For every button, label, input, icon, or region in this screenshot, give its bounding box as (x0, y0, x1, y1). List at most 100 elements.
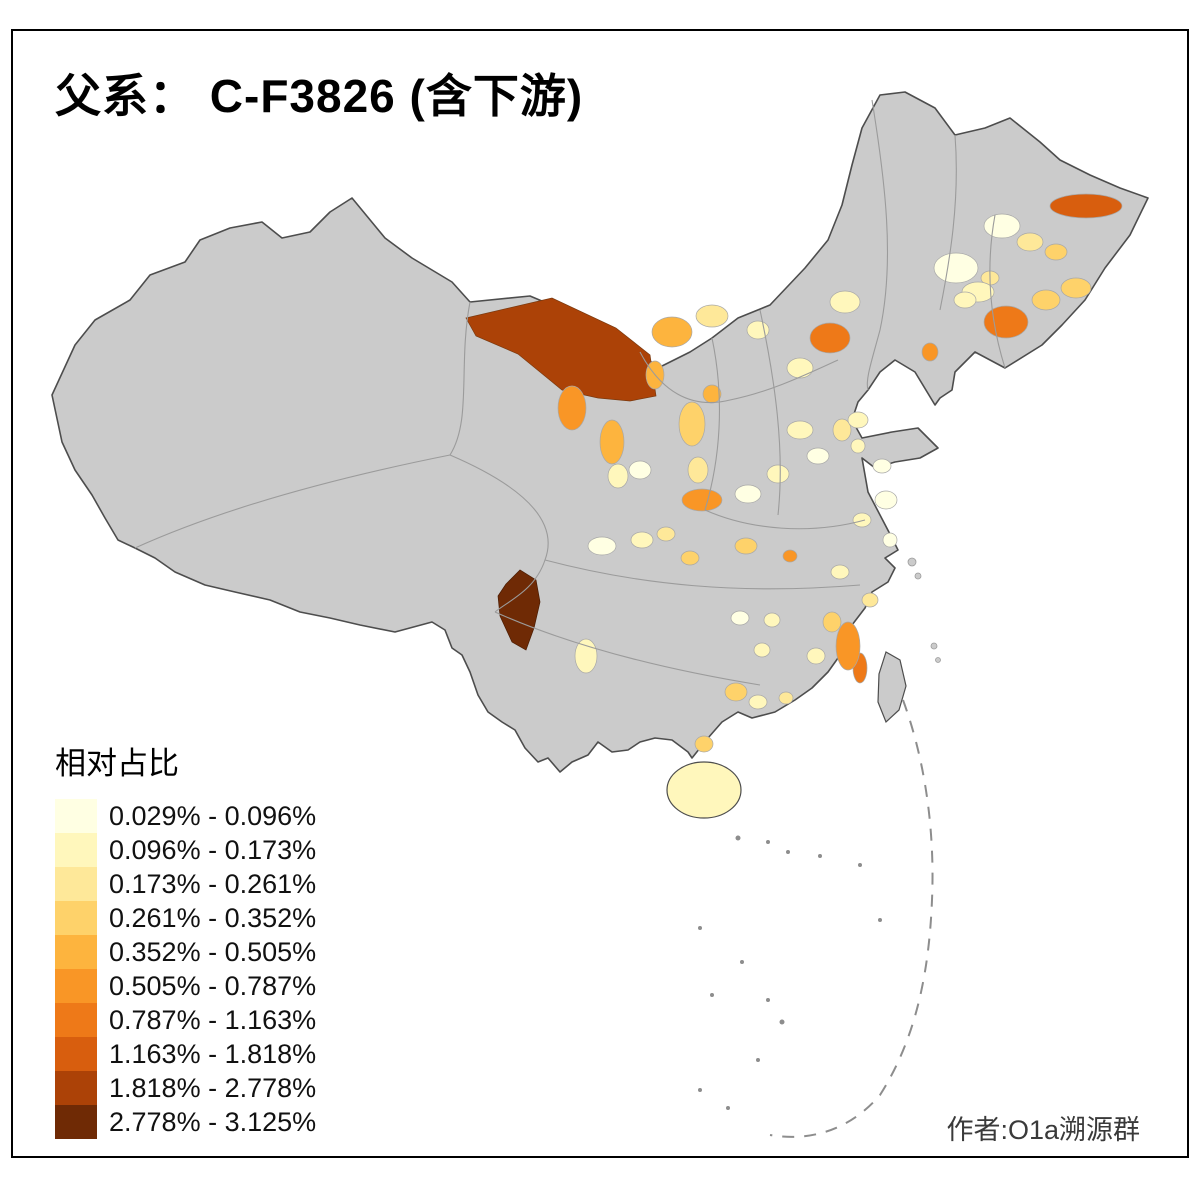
legend-row: 0.029% - 0.096% (55, 799, 316, 833)
map-region-patch (630, 531, 654, 549)
map-region-patch (832, 418, 852, 442)
legend-swatch (55, 1037, 97, 1071)
map-region-patch (587, 536, 617, 556)
legend-row: 0.505% - 0.787% (55, 969, 316, 1003)
coastal-islet (930, 642, 938, 650)
legend-label: 0.261% - 0.352% (109, 902, 317, 933)
map-title: 父系： C-F3826 (含下游) (55, 70, 584, 122)
map-region-patch (628, 460, 652, 480)
map-region-patch (763, 612, 781, 628)
legend-row: 2.778% - 3.125% (55, 1105, 316, 1139)
map-region-patch (822, 611, 842, 633)
map-region-patch (734, 537, 758, 555)
legend-row: 1.163% - 1.818% (55, 1037, 316, 1071)
china-mainland (51, 91, 1149, 773)
map-region-patch (835, 621, 861, 671)
map-region-patch (681, 488, 723, 512)
legend-label: 0.505% - 0.787% (109, 970, 317, 1001)
sea-features (698, 699, 934, 1138)
sea-island-dot (878, 918, 882, 922)
map-region-patch (861, 592, 879, 608)
nine-dash-line (769, 699, 934, 1138)
province-borders (134, 99, 1006, 686)
map-region-patch (651, 316, 693, 348)
sea-island-dot (858, 863, 862, 867)
legend-row: 1.818% - 2.778% (55, 1071, 316, 1105)
attribution-text: 作者:O1a溯源群 (946, 1115, 1140, 1145)
map-region-patch (465, 297, 657, 402)
legend-label: 2.778% - 3.125% (109, 1106, 317, 1137)
legend-row: 0.352% - 0.505% (55, 935, 316, 969)
map-region-patch (850, 438, 866, 454)
map-region-patch (852, 512, 872, 528)
map-region-patch (872, 458, 892, 474)
map-region-patch (921, 342, 939, 362)
hainan-island (666, 761, 742, 819)
coastal-islet (935, 657, 941, 663)
map-region-patch (687, 456, 709, 484)
legend-swatch (55, 901, 97, 935)
sea-island-dot (726, 1106, 730, 1110)
map-region-patch (847, 411, 869, 429)
map-regions (465, 193, 1123, 753)
map-region-patch (599, 419, 625, 465)
map-region-patch (830, 564, 850, 580)
map-region-patch (734, 484, 762, 504)
sea-island-dot (735, 835, 741, 841)
legend: 相对占比 0.029% - 0.096% 0.096% - 0.173% 0.1… (55, 738, 316, 1139)
map-region-patch (724, 682, 748, 702)
map-base (51, 91, 1149, 819)
map-region-patch (766, 464, 790, 484)
coastal-islet (914, 572, 922, 580)
sea-island-dot (766, 840, 770, 844)
map-region-patch (983, 305, 1029, 339)
map-region-patch (953, 291, 977, 309)
legend-label: 0.173% - 0.261% (109, 868, 317, 899)
map-region-patch (695, 304, 729, 328)
legend-label: 1.163% - 1.818% (109, 1038, 317, 1069)
legend-swatch (55, 969, 97, 1003)
map-region-patch (1031, 289, 1061, 311)
legend-label: 1.818% - 2.778% (109, 1072, 317, 1103)
map-region-patch (806, 647, 826, 665)
legend-swatch (55, 1105, 97, 1139)
coastal-islet (907, 557, 917, 567)
map-region-patch (694, 735, 714, 753)
legend-row: 0.261% - 0.352% (55, 901, 316, 935)
legend-label: 0.096% - 0.173% (109, 834, 317, 865)
map-region-patch (874, 490, 898, 510)
map-region-patch (829, 290, 861, 314)
map-region-patch (806, 447, 830, 465)
legend-label: 0.029% - 0.096% (109, 800, 317, 831)
legend-swatch (55, 799, 97, 833)
map-region-patch (782, 549, 798, 563)
sea-island-dot (710, 993, 714, 997)
legend-row: 0.787% - 1.163% (55, 1003, 316, 1037)
sea-island-dot (740, 960, 744, 964)
map-region-patch (983, 213, 1021, 239)
legend-label: 0.787% - 1.163% (109, 1004, 317, 1035)
taiwan-island (877, 651, 907, 724)
legend-row: 0.096% - 0.173% (55, 833, 316, 867)
legend-swatch (55, 1071, 97, 1105)
map-region-patch (680, 550, 700, 566)
map-region-patch (730, 610, 750, 626)
sea-island-dot (698, 1088, 702, 1092)
legend-swatch (55, 1003, 97, 1037)
map-region-patch (656, 526, 676, 542)
legend-swatch (55, 935, 97, 969)
map-region-patch (574, 638, 598, 674)
map-region-patch (882, 532, 898, 548)
sea-island-dot (756, 1058, 760, 1062)
sea-island-dot (766, 998, 770, 1002)
map-region-patch (933, 252, 979, 284)
map-region-patch (1044, 243, 1068, 261)
legend-title: 相对占比 (55, 746, 179, 781)
sea-island-dot (779, 1019, 785, 1025)
map-region-patch (786, 357, 814, 379)
map-region-patch (1016, 232, 1044, 252)
sea-island-dot (698, 926, 702, 930)
map-region-patch (778, 691, 794, 705)
legend-swatch (55, 867, 97, 901)
